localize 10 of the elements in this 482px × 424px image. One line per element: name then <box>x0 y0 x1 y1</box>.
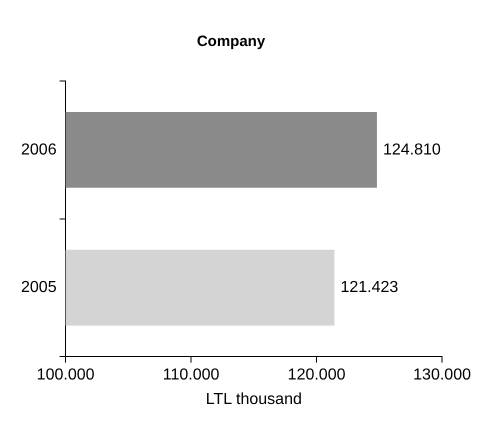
x-tick-label: 100.000 <box>36 366 95 384</box>
x-axis-title: LTL thousand <box>206 390 302 408</box>
data-label: 124.810 <box>382 141 441 158</box>
y-tick-label: 2005 <box>21 279 57 296</box>
y-tick-label: 2006 <box>21 141 57 158</box>
x-tick-label: 110.000 <box>162 366 220 384</box>
x-tick-label: 130.000 <box>413 366 472 384</box>
chart-title: Company <box>196 33 266 50</box>
x-tick-label: 120.000 <box>288 366 346 384</box>
data-label: 121.423 <box>340 279 398 296</box>
